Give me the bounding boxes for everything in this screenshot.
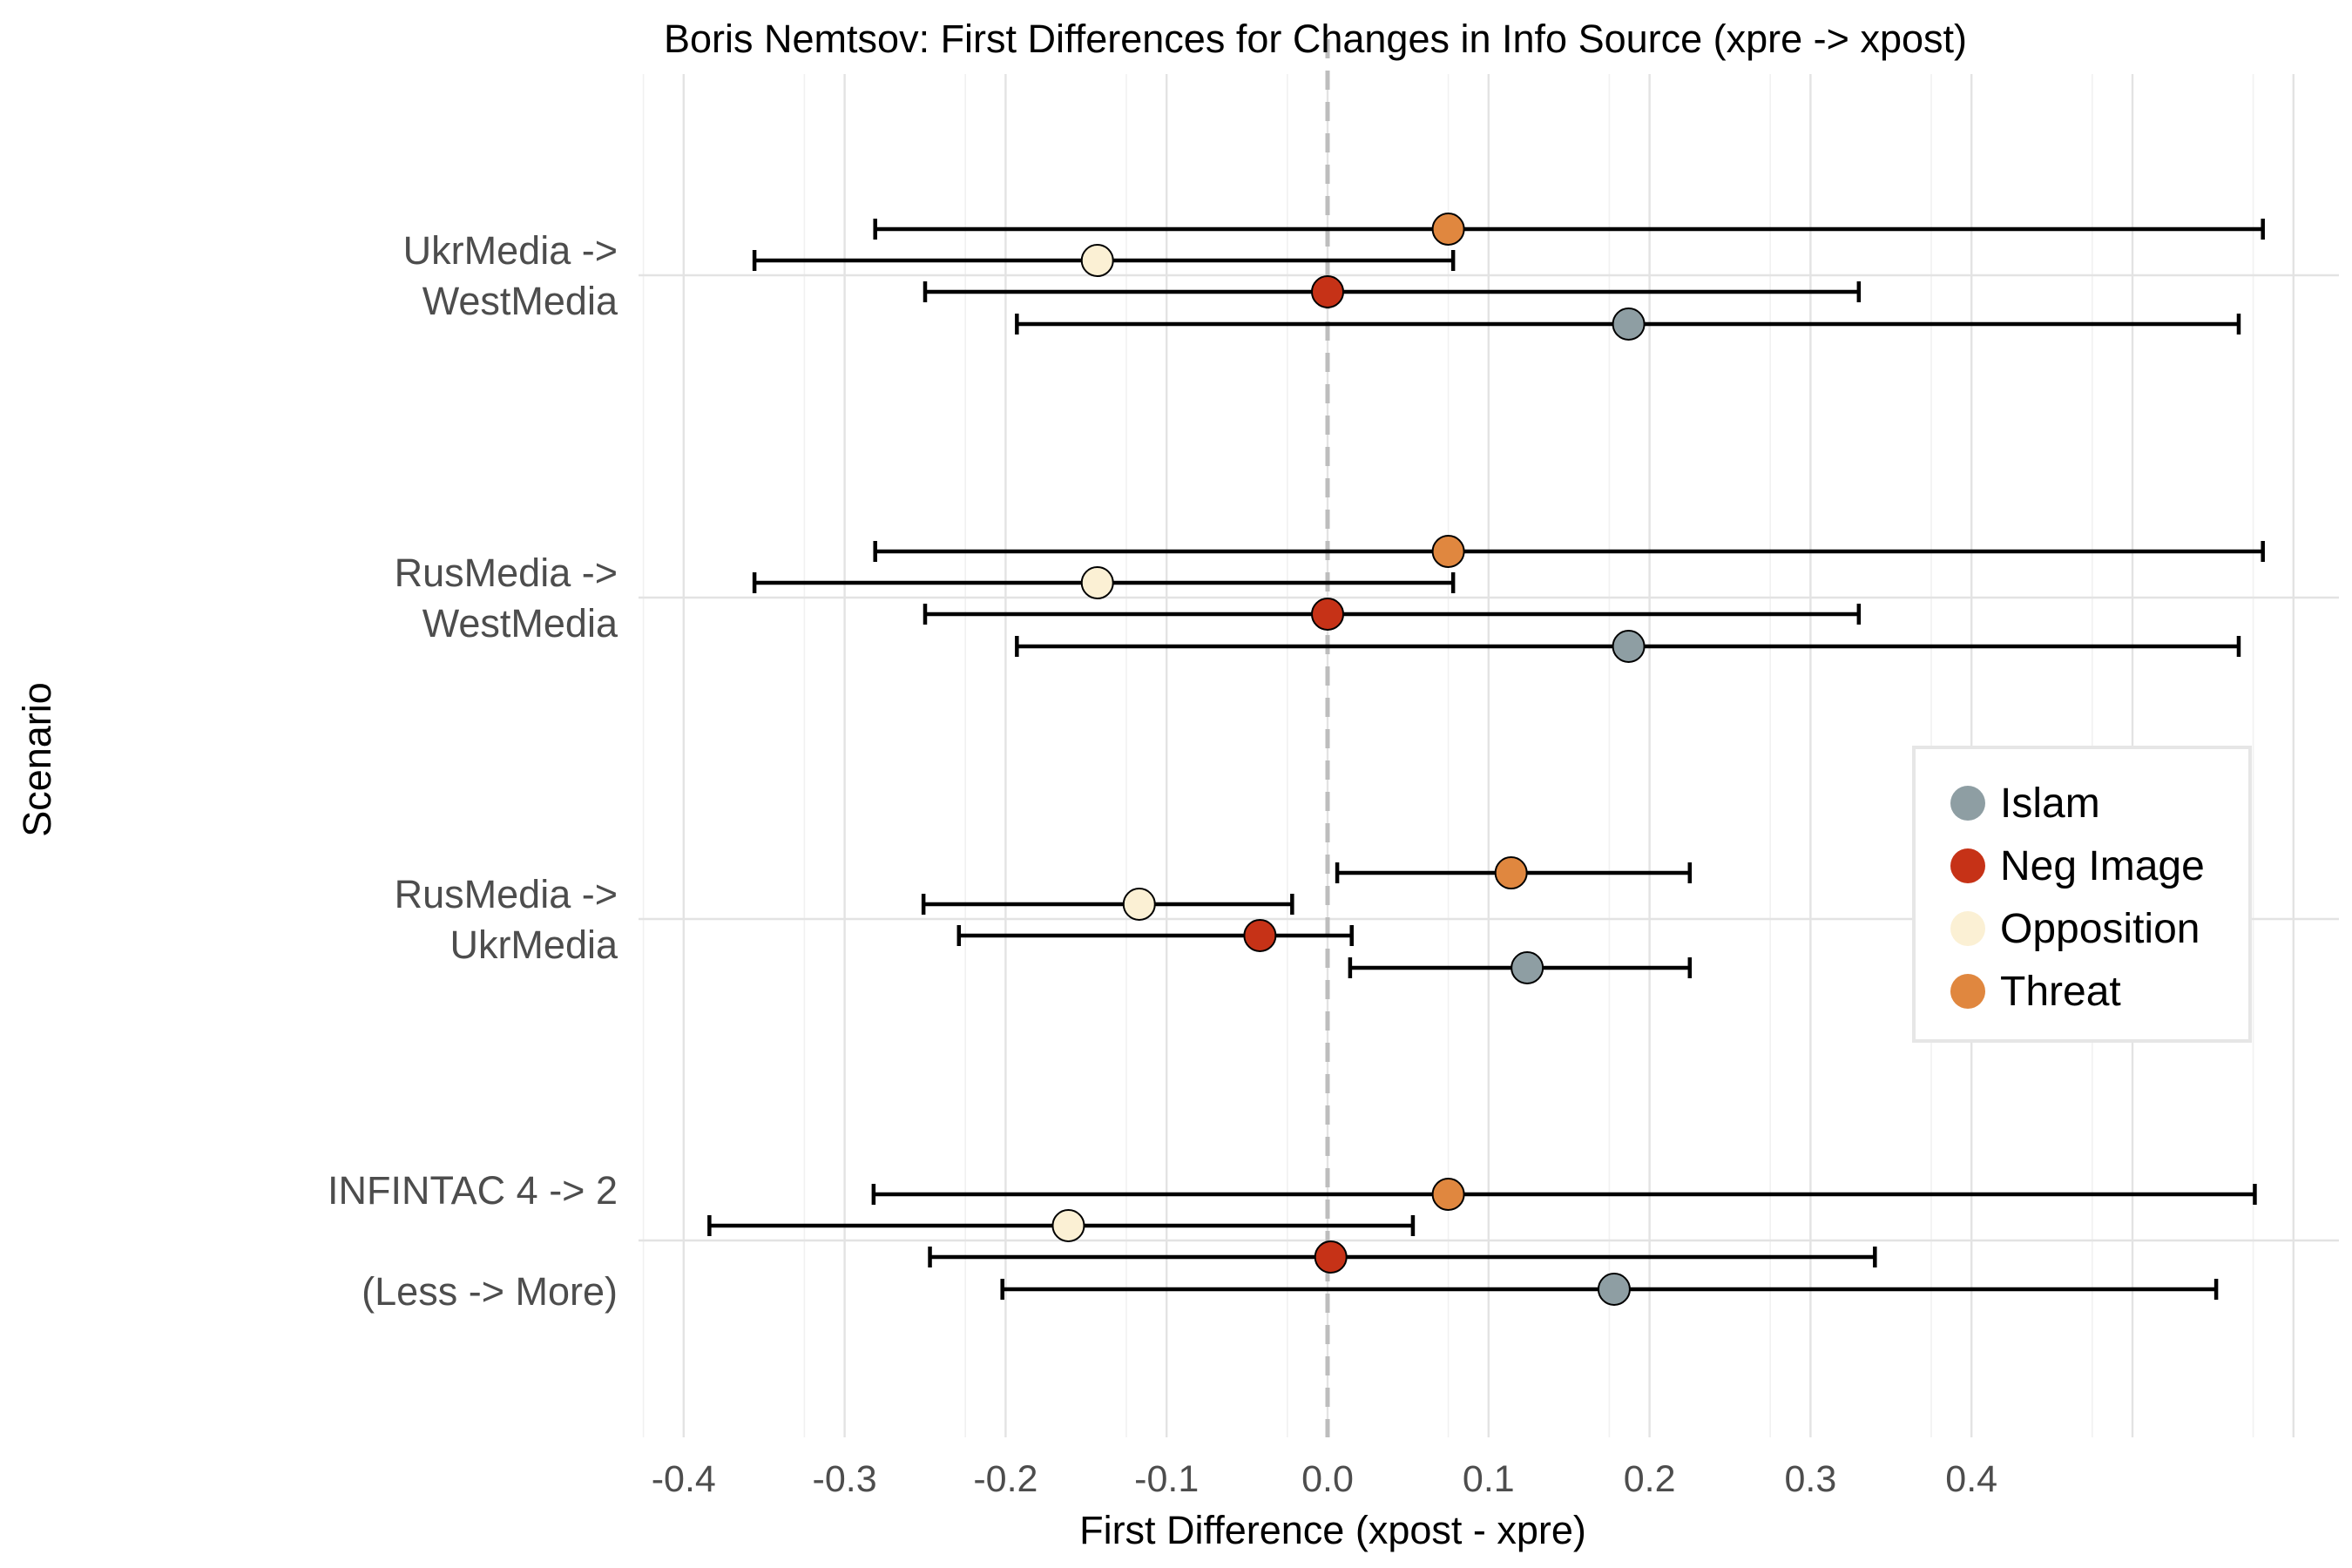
x-tick-label: 0.1 bbox=[1463, 1458, 1515, 1500]
y-category-label: RusMedia -> bbox=[395, 872, 618, 916]
legend-label: Neg Image bbox=[2000, 843, 2205, 889]
point-estimate bbox=[1431, 1178, 1465, 1211]
y-category-label: WestMedia bbox=[422, 279, 618, 323]
y-category-label: WestMedia bbox=[422, 601, 618, 645]
legend: Islam Neg Image Opposition Threat bbox=[1912, 746, 2252, 1043]
y-category-label: UkrMedia bbox=[449, 923, 618, 967]
point-estimate bbox=[1314, 1240, 1348, 1274]
point-estimate bbox=[1612, 308, 1646, 341]
y-category-label: UkrMedia -> bbox=[403, 228, 618, 273]
legend-swatch bbox=[1950, 848, 1985, 883]
x-tick-label: 0.4 bbox=[1945, 1458, 1997, 1500]
y-category-label: INFINTAC 4 -> 2 bbox=[328, 1168, 618, 1213]
point-estimate bbox=[1597, 1273, 1631, 1306]
x-tick-label: 0.3 bbox=[1785, 1458, 1837, 1500]
point-estimate bbox=[1080, 566, 1114, 599]
point-estimate bbox=[1511, 951, 1544, 984]
point-estimate bbox=[1243, 919, 1277, 952]
point-estimate bbox=[1431, 535, 1465, 568]
legend-label: Opposition bbox=[2000, 906, 2200, 952]
point-estimate bbox=[1080, 244, 1114, 277]
y-axis-title: Scenario bbox=[15, 682, 59, 837]
point-estimate bbox=[1311, 275, 1344, 308]
x-tick-label: -0.1 bbox=[1134, 1458, 1199, 1500]
legend-label: Threat bbox=[2000, 969, 2121, 1015]
x-tick-label: -0.2 bbox=[973, 1458, 1037, 1500]
point-estimate bbox=[1612, 630, 1646, 663]
x-tick-label: 0.0 bbox=[1301, 1458, 1354, 1500]
axes: -0.4 -0.3 -0.2 -0.1 0.0 0.1 0.2 0.3 0.4 UkrMedia … bbox=[328, 228, 1997, 1500]
point-estimate bbox=[1122, 888, 1156, 921]
grid bbox=[639, 74, 2339, 1437]
y-category-label: (Less -> More) bbox=[362, 1269, 618, 1314]
legend-swatch bbox=[1950, 786, 1985, 821]
x-tick-label: -0.4 bbox=[652, 1458, 716, 1500]
legend-swatch bbox=[1950, 911, 1985, 946]
chart-title: Boris Nemtsov: First Differences for Cha… bbox=[664, 17, 1967, 61]
x-tick-label: -0.3 bbox=[813, 1458, 877, 1500]
legend-swatch bbox=[1950, 974, 1985, 1009]
legend-label: Islam bbox=[2000, 781, 2100, 827]
point-estimate bbox=[1311, 598, 1344, 631]
point-estimate bbox=[1431, 213, 1465, 246]
x-tick-label: 0.2 bbox=[1624, 1458, 1676, 1500]
x-axis-title: First Difference (xpost - xpre) bbox=[1079, 1508, 1586, 1552]
plot-area bbox=[707, 39, 2265, 1437]
y-category-label: RusMedia -> bbox=[395, 551, 618, 595]
point-estimate bbox=[1494, 856, 1528, 889]
point-estimate bbox=[1051, 1209, 1085, 1242]
